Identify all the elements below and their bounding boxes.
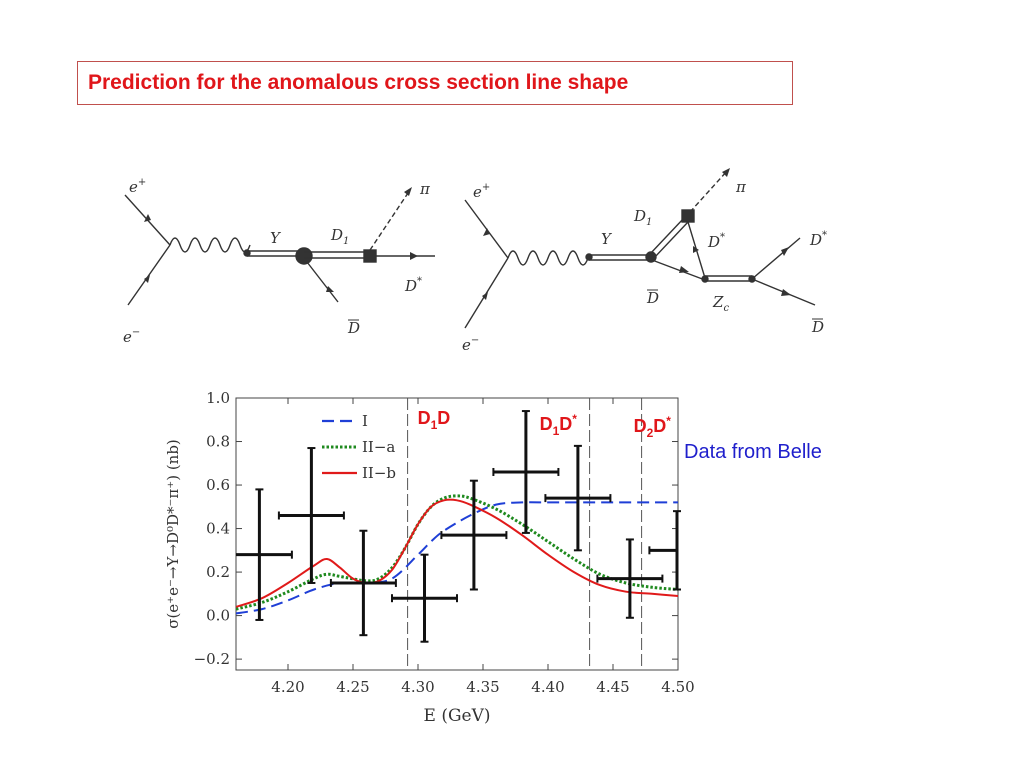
arrow-icon [483,228,490,236]
photon-wavy-line [507,250,589,266]
legend-label: II−b [362,464,396,482]
x-tick-label: 4.40 [531,678,564,696]
vertex-square [681,209,695,223]
feynman-diagram-left [124,187,435,306]
arrow-icon [679,266,689,273]
series-line-I [236,501,678,615]
e-minus-line [127,244,171,306]
data-point [596,538,664,619]
y-axis-label: σ(e⁺e⁻→Y→D⁰D*⁻π⁺) (nb) [164,439,182,629]
arrow-icon [144,214,151,222]
data-point [544,444,612,552]
pion-dashed-line [369,189,411,251]
pion-label: π [735,178,747,196]
e-minus-label: e− [123,327,140,346]
y-label: Y [601,230,613,248]
x-axis-label: E (GeV) [424,706,491,726]
feynman-diagram-right [464,168,816,329]
arrow-icon [482,292,488,300]
photon-wavy-line [169,237,251,253]
zc-label: Zc [712,293,729,314]
dstar-inner-label: D* [707,232,725,251]
series-line-II−b [236,498,678,608]
dbar-out-label: D [811,318,824,336]
cross-section-chart: 4.20 4.25 4.30 4.35 4.40 4.45 4.50 1.0 0.8 0.6 0.4… [164,389,695,726]
belle-data-points [236,410,681,643]
x-tick-label: 4.20 [271,678,304,696]
e-plus-label: e+ [473,182,490,201]
arrow-icon [144,275,150,283]
e-plus-label: e+ [129,177,146,196]
d1-double-line-b [653,221,689,259]
x-tick-label: 4.30 [401,678,434,696]
y-tick-label: 0.0 [206,607,230,625]
threshold-label: D1D [418,408,451,432]
pion-label: π [419,180,431,198]
dbar-line [306,261,339,303]
legend: I II−a II−b [322,412,396,482]
d1-label: D1 [330,226,349,247]
threshold-label: D2D* [634,414,672,440]
dbar-label: D [347,319,360,337]
dbar-inner-line [651,259,706,281]
data-point [277,447,345,584]
d1-double-line-a [649,217,685,255]
y-tick-label: −0.2 [194,650,230,668]
x-tick-label: 4.45 [596,678,629,696]
x-tick-label: 4.50 [661,678,694,696]
data-point [236,488,293,621]
y-tick-label: 0.6 [206,476,230,494]
arrow-icon [781,247,789,256]
legend-label: II−a [362,438,395,456]
arrow-icon [781,289,791,296]
threshold-lines: D1D D1D* D2D* [407,398,672,670]
model-curves [236,494,678,615]
data-point [648,510,681,591]
data-point [440,479,508,591]
vertex-blob [295,247,313,265]
vertex-square [363,249,377,263]
arrow-icon [722,168,730,177]
data-source-note: Data from Belle [684,441,822,463]
dstar-out-line [751,237,801,280]
dstar-out-label: D* [809,230,827,249]
data-point [329,529,397,637]
arrow-icon [410,252,418,260]
y-label: Y [270,229,282,247]
data-point [492,410,560,534]
legend-label: I [362,412,368,430]
x-tick-label: 4.35 [466,678,499,696]
x-tick-label: 4.25 [336,678,369,696]
d1-label: D1 [633,207,652,228]
y-tick-label: 0.8 [206,433,230,451]
y-tick-label: 1.0 [206,389,230,407]
arrow-icon [326,286,334,292]
threshold-label: D1D* [540,412,578,438]
feynman-left-labels: e+ e− Y D1 π D* D [123,177,431,346]
y-tick-label: 0.2 [206,563,230,581]
e-minus-label: e− [462,335,479,354]
dbar-inner-label: D [646,289,659,307]
arrow-icon [404,187,412,196]
slide-title: Prediction for the anomalous cross secti… [77,61,793,105]
series-line-II−a [236,494,678,611]
data-point [391,553,458,643]
y-tick-label: 0.4 [206,520,230,538]
axis-ticks: 4.20 4.25 4.30 4.35 4.40 4.45 4.50 1.0 0.8 0.6 0.4… [194,389,695,696]
pion-dashed-line [689,169,729,213]
feynman-right-labels: e+ e− Y D1 π D* D* D Zc D [462,178,827,354]
arrow-icon [693,246,699,253]
dstar-label: D* [404,276,422,295]
